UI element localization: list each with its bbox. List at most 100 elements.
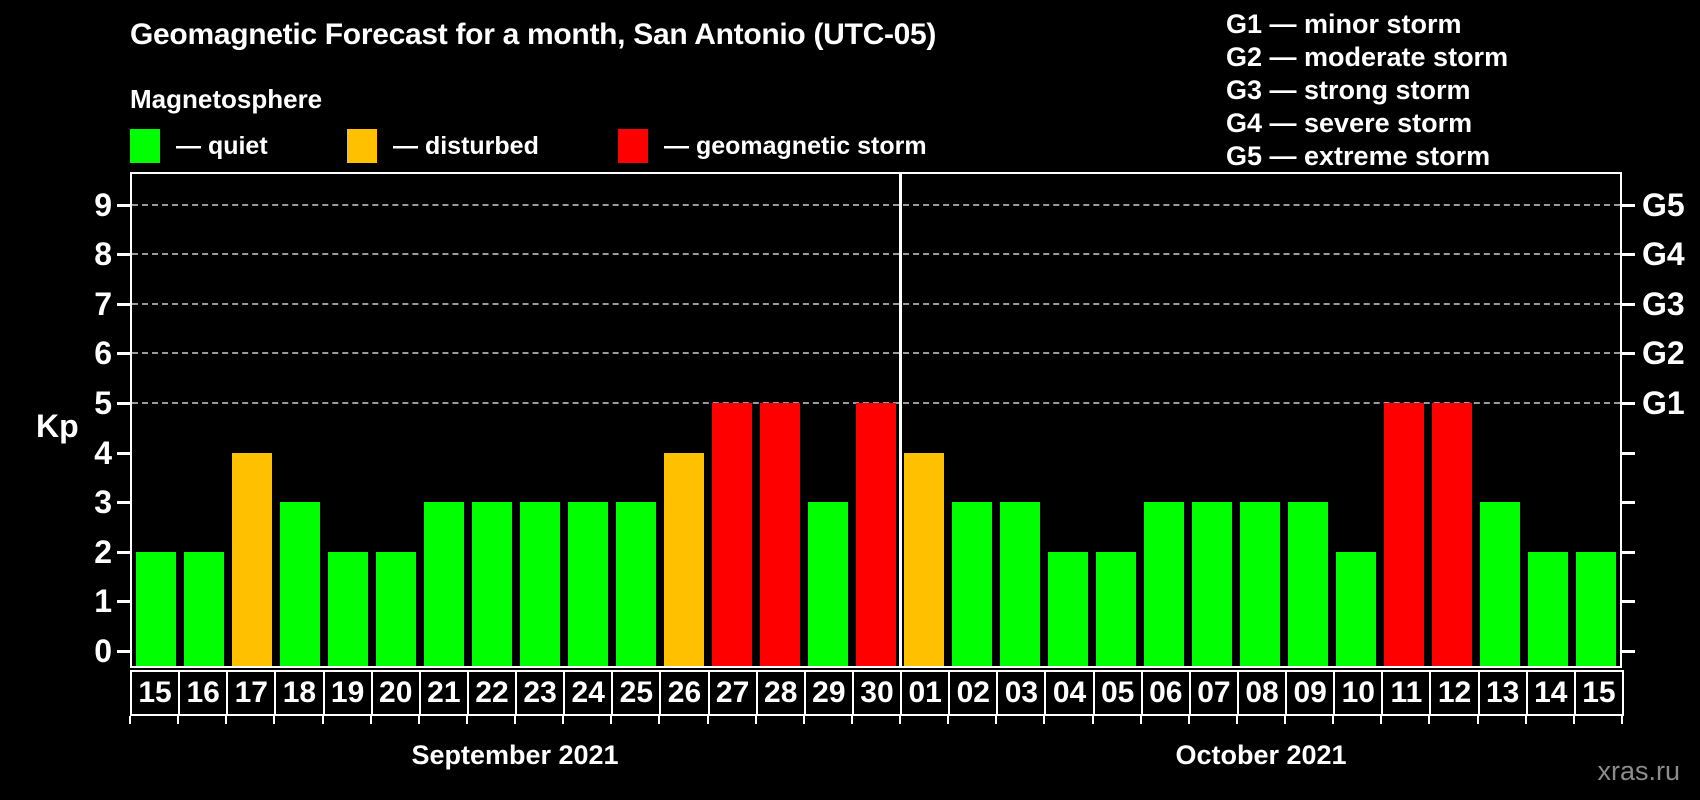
kp-axis-title: Kp bbox=[36, 408, 79, 444]
kp-bar-20 bbox=[376, 551, 416, 666]
kp-bar-28 bbox=[760, 403, 800, 666]
g3-legend-line: G3 — strong storm bbox=[1226, 75, 1471, 105]
disturbed-color-swatch bbox=[347, 129, 377, 163]
day-axis-row: 15 16 17 18 19 20 21 22 23 24 25 26 27 28 29 30 01 02 03 04… bbox=[130, 670, 1624, 716]
day-label-box: 17 bbox=[226, 670, 277, 716]
day-boundary-tick bbox=[514, 716, 517, 724]
day-boundary-tick bbox=[947, 716, 950, 724]
day-label-box: 27 bbox=[707, 670, 758, 716]
kp-tick-label: 8 bbox=[94, 236, 112, 273]
day-boundary-tick bbox=[129, 716, 131, 724]
left-axis-tick bbox=[117, 402, 130, 405]
day-label-box: 16 bbox=[178, 670, 229, 716]
day-label-box: 26 bbox=[659, 670, 710, 716]
kp-tick-label: 0 bbox=[94, 633, 112, 669]
left-axis-tick bbox=[117, 650, 130, 653]
month-label-october: October 2021 bbox=[1175, 740, 1347, 770]
day-boundary-tick bbox=[1476, 716, 1479, 724]
kp-tick-label: 3 bbox=[94, 484, 112, 521]
left-axis-tick bbox=[117, 600, 130, 604]
day-label-box: 20 bbox=[370, 670, 421, 716]
kp-bar-23 bbox=[520, 502, 560, 666]
day-boundary-tick bbox=[1621, 716, 1623, 724]
day-boundary-tick bbox=[465, 716, 468, 724]
day-label-box: 12 bbox=[1429, 670, 1480, 716]
day-boundary-tick bbox=[706, 716, 709, 724]
day-label-box: 23 bbox=[515, 670, 566, 716]
kp-bar-26 bbox=[664, 452, 704, 666]
day-boundary-tick bbox=[1284, 716, 1287, 724]
right-axis-tick bbox=[1622, 402, 1635, 405]
plot-area: 0 1 2 3 4 5 6 7 8 9 G1 G2 G3 G4 G5 bbox=[94, 172, 1685, 668]
right-axis-tick bbox=[1622, 302, 1635, 306]
g5-legend-line: G5 — extreme storm bbox=[1226, 141, 1491, 171]
left-axis-tick bbox=[117, 501, 130, 505]
day-boundary-tick bbox=[802, 716, 805, 724]
kp-bar-22 bbox=[472, 502, 512, 666]
gridline-kp-6 bbox=[132, 352, 1620, 355]
day-label-box: 15 bbox=[1573, 670, 1624, 716]
day-label-box: 25 bbox=[611, 670, 662, 716]
kp-bar-07 bbox=[1192, 502, 1232, 666]
kp-bar-12 bbox=[1432, 403, 1472, 666]
kp-bar-03 bbox=[1000, 502, 1040, 666]
gridline-kp-7 bbox=[132, 302, 1620, 305]
g-scale-legend: G1 — minor storm G2 — moderate storm G3 … bbox=[1226, 8, 1508, 173]
day-label-box: 01 bbox=[900, 670, 951, 716]
day-label-box: 09 bbox=[1285, 670, 1336, 716]
kp-bar-14 bbox=[1528, 551, 1568, 666]
day-boundary-tick bbox=[225, 716, 228, 724]
day-label-box: 05 bbox=[1092, 670, 1143, 716]
right-axis-tick bbox=[1622, 501, 1635, 505]
kp-bar-17 bbox=[232, 452, 272, 666]
kp-bar-10 bbox=[1336, 551, 1376, 666]
day-boundary-tick bbox=[1139, 716, 1142, 724]
day-label-box: 11 bbox=[1381, 670, 1432, 716]
left-axis-tick bbox=[117, 451, 130, 455]
right-axis-tick bbox=[1622, 650, 1635, 653]
day-label-box: 30 bbox=[851, 670, 903, 716]
storm-color-swatch bbox=[618, 129, 648, 163]
day-label-box: 06 bbox=[1140, 670, 1191, 716]
kp-tick-label: 9 bbox=[94, 186, 112, 223]
day-boundary-tick bbox=[754, 716, 757, 724]
kp-bar-13 bbox=[1480, 502, 1520, 666]
legend-item-storm: — geomagnetic storm bbox=[618, 128, 927, 164]
day-boundary-tick bbox=[562, 716, 565, 724]
right-axis-tick bbox=[1622, 253, 1635, 257]
kp-tick-label: 2 bbox=[94, 533, 112, 570]
day-boundary-tick bbox=[1524, 716, 1527, 724]
day-boundary-tick bbox=[1572, 716, 1575, 724]
g2-legend-line: G2 — moderate storm bbox=[1226, 42, 1509, 72]
day-label-box: 08 bbox=[1236, 670, 1288, 716]
g-level-label-g1: G1 bbox=[1642, 385, 1685, 421]
day-boundary-tick bbox=[899, 716, 902, 724]
g4-legend-line: G4 — severe storm bbox=[1226, 108, 1473, 138]
day-label-box: 14 bbox=[1525, 670, 1576, 716]
day-boundary-tick bbox=[177, 716, 180, 724]
kp-bar-04 bbox=[1048, 551, 1088, 666]
kp-bar-21 bbox=[424, 502, 464, 666]
legend-item-disturbed: — disturbed bbox=[347, 128, 539, 164]
day-label-box: 29 bbox=[803, 670, 854, 716]
left-axis-tick bbox=[117, 302, 130, 306]
day-label-box: 07 bbox=[1188, 670, 1239, 716]
day-label-box: 22 bbox=[466, 670, 518, 716]
kp-bar-05 bbox=[1096, 551, 1136, 666]
kp-tick-label: 4 bbox=[94, 434, 112, 471]
kp-bar-06 bbox=[1144, 502, 1184, 666]
day-boundary-tick bbox=[850, 716, 853, 724]
kp-bar-16 bbox=[184, 551, 224, 666]
day-boundary-tick bbox=[610, 716, 613, 724]
legend-label: — geomagnetic storm bbox=[664, 131, 927, 160]
month-separator-line bbox=[898, 174, 902, 666]
chart-subtitle: Magnetosphere bbox=[130, 84, 323, 114]
right-axis-tick bbox=[1622, 550, 1635, 554]
g-level-label-g5: G5 bbox=[1642, 186, 1685, 223]
day-boundary-tick bbox=[658, 716, 661, 724]
day-label-box: 04 bbox=[1044, 670, 1095, 716]
day-boundary-tick bbox=[1187, 716, 1190, 724]
kp-bar-27 bbox=[712, 403, 752, 666]
right-axis-tick bbox=[1622, 203, 1635, 207]
